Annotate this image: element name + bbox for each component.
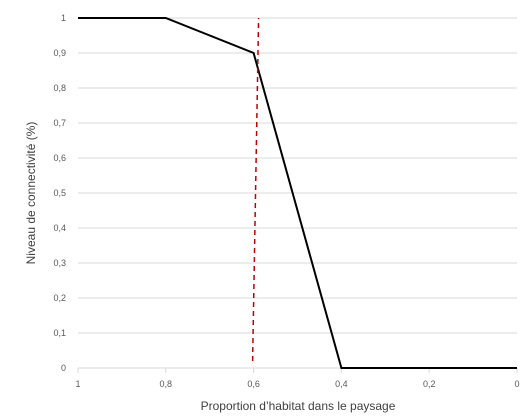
x-tick-label-4: 0,2 (423, 379, 436, 389)
y-tick-label-7: 0,7 (53, 118, 66, 128)
x-tick-label-0: 1 (75, 379, 80, 389)
y-tick-label-0: 0 (61, 363, 66, 373)
y-tick-label-2: 0,2 (53, 293, 66, 303)
x-tick-label-5: 0 (514, 379, 519, 389)
y-tick-label-6: 0,6 (53, 153, 66, 163)
y-tick-label-1: 0,1 (53, 328, 66, 338)
reference-line-group (251, 17, 260, 362)
series-group (78, 17, 517, 369)
y-axis-label: Niveau de connectivité (%) (24, 122, 38, 265)
y-tick-label-4: 0,4 (53, 223, 66, 233)
x-axis-label: Proportion d’habitat dans le paysage (201, 399, 396, 413)
y-tick-label-3: 0,3 (53, 258, 66, 268)
y-tick-label-9: 0,9 (53, 48, 66, 58)
gridlines (78, 17, 517, 334)
x-tick-label-3: 0,4 (335, 379, 348, 389)
y-tick-label-10: 1 (61, 13, 66, 23)
y-axis: 0 0,1 0,2 0,3 0,4 0,5 0,6 0,7 0,8 0,9 1 (53, 13, 66, 373)
y-tick-label-5: 0,5 (53, 188, 66, 198)
reference-line (251, 17, 260, 362)
x-tick-label-1: 0,8 (160, 379, 173, 389)
y-tick-label-8: 0,8 (53, 83, 66, 93)
x-tick-label-2: 0,6 (247, 379, 260, 389)
series-line-0 (78, 17, 517, 369)
